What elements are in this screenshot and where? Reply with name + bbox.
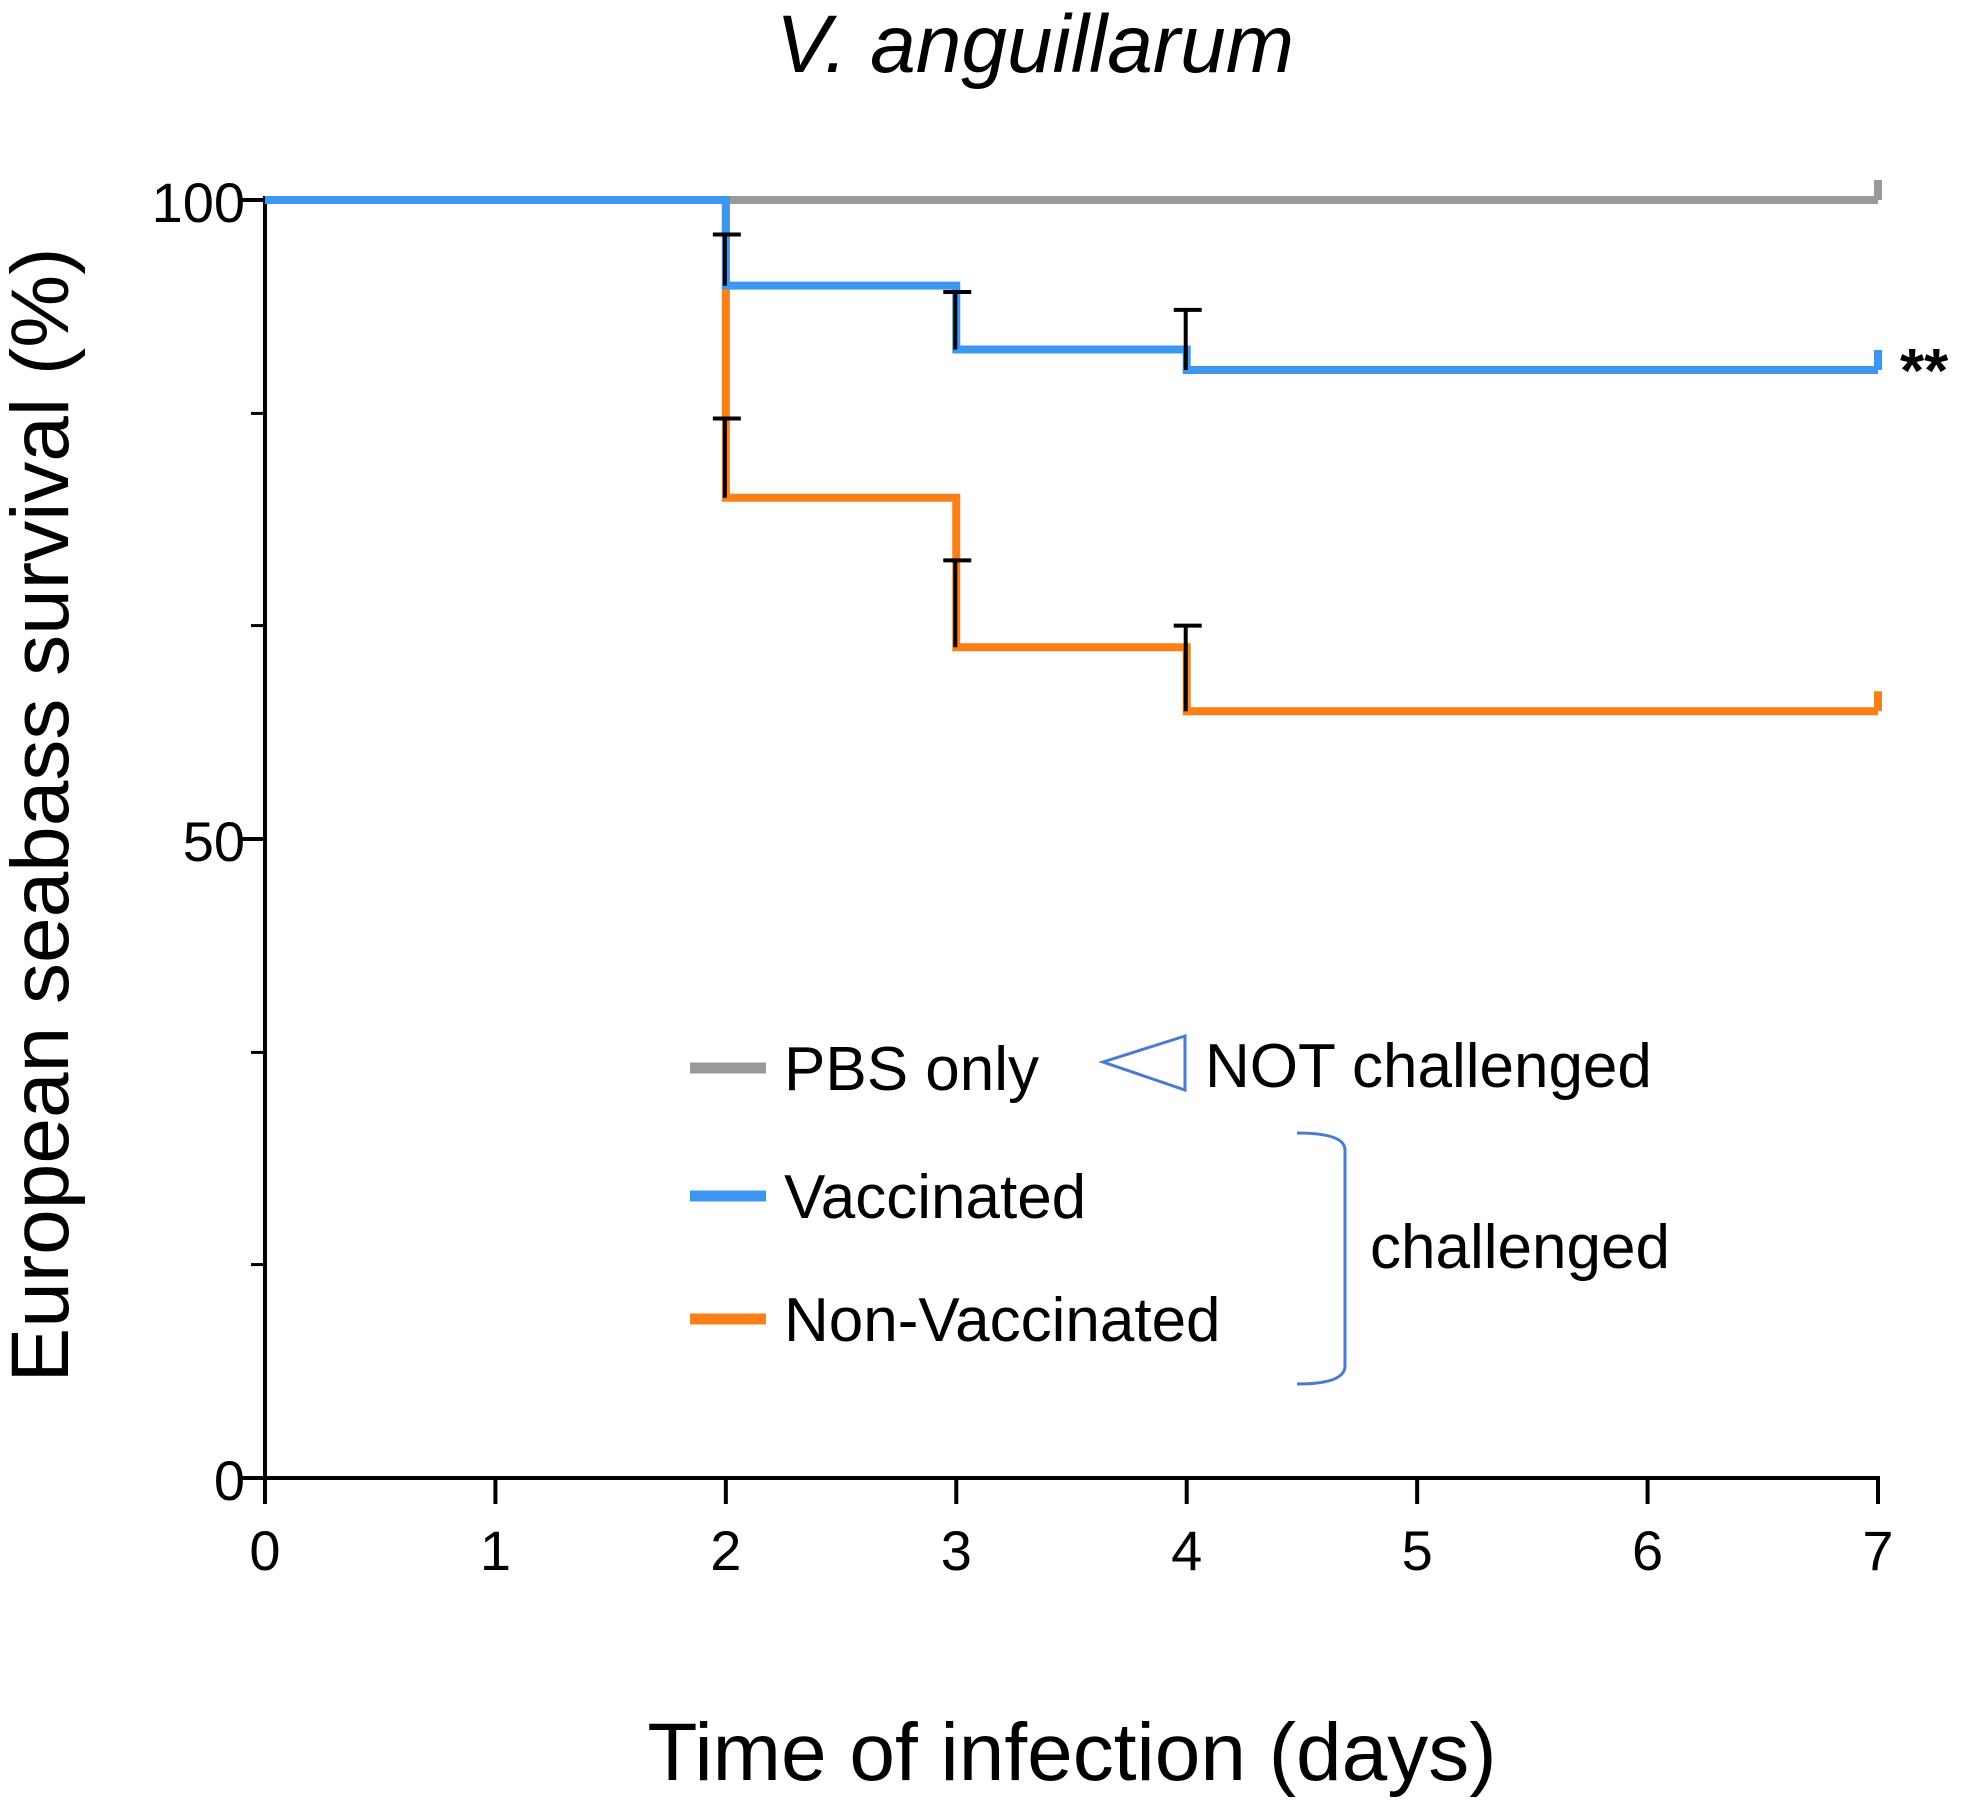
y-tick-label-0: 0 — [214, 1449, 245, 1512]
x-tick-label-4: 4 — [1171, 1519, 1202, 1582]
legend-label-vaccinated: Vaccinated — [784, 1163, 1086, 1232]
legend: PBS only Vaccinated Non-Vaccinated NOT c… — [690, 1032, 1670, 1386]
y-tick-label-100: 100 — [152, 171, 245, 234]
axes: 0 1 2 3 4 5 6 7 0 50 100 — [152, 171, 1894, 1582]
plot-area — [265, 180, 1882, 716]
series-line-vaccinated — [265, 196, 1878, 374]
x-tick-label-0: 0 — [249, 1519, 280, 1582]
chart-title: V. anguillarum — [776, 0, 1294, 90]
legend-label-non-vaccinated: Non-Vaccinated — [784, 1286, 1221, 1355]
legend-label-pbs-only: PBS only — [784, 1035, 1039, 1104]
y-tick-label-50: 50 — [183, 810, 245, 873]
x-tick-label-3: 3 — [941, 1519, 972, 1582]
series-line-non-vaccinated — [265, 196, 1878, 716]
group-label-challenged: challenged — [1370, 1213, 1670, 1282]
x-tick-label-1: 1 — [480, 1519, 511, 1582]
x-tick-label-5: 5 — [1402, 1519, 1433, 1582]
x-tick-label-6: 6 — [1632, 1519, 1663, 1582]
x-axis-title: Time of infection (days) — [647, 1707, 1496, 1798]
challenged-bracket — [1296, 1131, 1347, 1386]
x-tick-label-2: 2 — [710, 1519, 741, 1582]
not-challenged-arrow-icon — [1098, 1033, 1187, 1093]
y-axis-title: European seabass survival (%) — [0, 248, 86, 1383]
x-tick-label-7: 7 — [1862, 1519, 1893, 1582]
significance-marker: ** — [1900, 337, 1949, 406]
group-label-not-challenged: NOT challenged — [1205, 1032, 1652, 1101]
